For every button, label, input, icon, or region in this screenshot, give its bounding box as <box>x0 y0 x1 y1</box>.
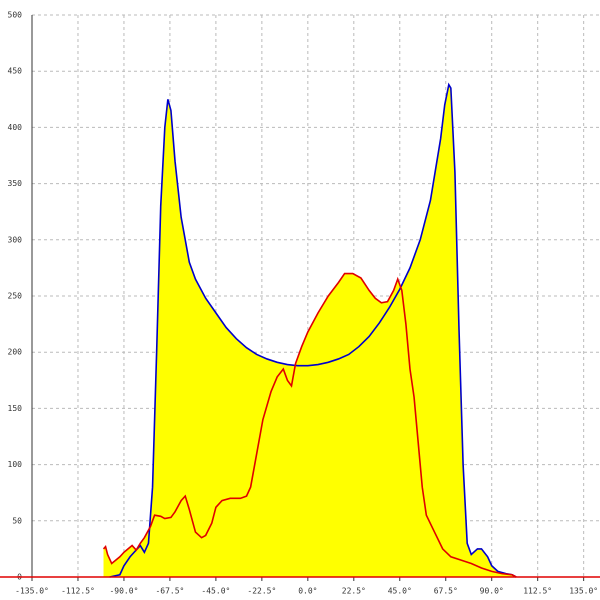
x-tick-label: 0.0° <box>298 587 317 596</box>
series-line <box>102 272 517 578</box>
x-tick-label: 45.0° <box>388 587 412 596</box>
x-tick-label: -45.0° <box>201 587 230 596</box>
x-tick-label: 22.5° <box>342 587 366 596</box>
x-tick-label: 135.0° <box>569 587 598 596</box>
x-tick-label: 67.5° <box>434 587 458 596</box>
y-tick-label: 400 <box>8 123 23 132</box>
x-tick-label: -90.0° <box>109 587 138 596</box>
x-tick-label: 112.5° <box>523 587 552 596</box>
y-tick-label: 250 <box>8 292 23 301</box>
y-tick-label: 100 <box>8 460 23 469</box>
x-tick-label: -22.5° <box>247 587 276 596</box>
x-tick-label: -112.5° <box>61 587 95 596</box>
x-tick-label: -67.5° <box>155 587 184 596</box>
x-tick-label: -135.0° <box>15 587 49 596</box>
y-tick-label: 500 <box>8 11 23 20</box>
y-tick-label: 300 <box>8 235 23 244</box>
y-tick-label: 50 <box>12 516 22 525</box>
y-tick-label: 350 <box>8 179 23 188</box>
y-tick-label: 200 <box>8 348 23 357</box>
series-line <box>109 82 517 578</box>
y-tick-label: 150 <box>8 404 23 413</box>
x-tick-label: 90.0° <box>480 587 504 596</box>
y-tick-label: 450 <box>8 67 23 76</box>
area-fill <box>103 273 517 577</box>
